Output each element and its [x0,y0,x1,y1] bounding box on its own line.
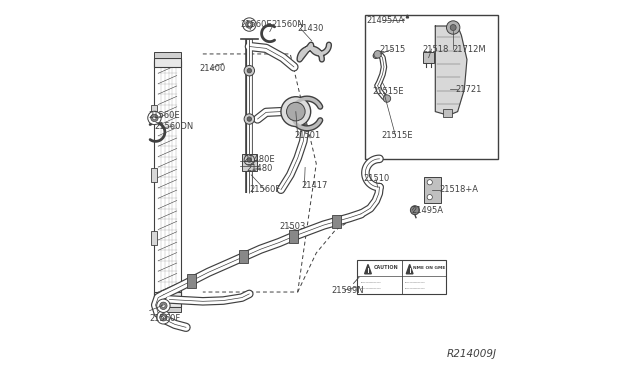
Circle shape [427,180,433,185]
Text: 21480E: 21480E [244,155,275,164]
Circle shape [248,23,251,26]
Text: 21430: 21430 [298,24,324,33]
Bar [443,109,452,117]
Circle shape [162,315,165,319]
Circle shape [162,304,165,307]
Circle shape [151,114,158,122]
Bar [424,177,441,203]
Circle shape [410,206,419,215]
Text: R214009J: R214009J [447,349,497,359]
Circle shape [148,111,161,125]
Text: _______________: _______________ [360,286,381,290]
Circle shape [157,299,170,312]
Bar [152,168,157,182]
Text: 21515E: 21515E [381,131,413,140]
Text: 21518+A: 21518+A [439,185,478,194]
Circle shape [247,158,252,162]
Circle shape [247,117,252,121]
Text: 21560DN: 21560DN [154,122,194,131]
Circle shape [374,51,381,58]
Bar [365,15,498,159]
Polygon shape [406,15,408,18]
Bar [154,307,180,312]
Text: 21495AA: 21495AA [367,16,404,25]
Text: 21417: 21417 [301,182,328,190]
Text: 21510: 21510 [364,174,390,183]
Circle shape [447,21,460,34]
Text: 21560F: 21560F [150,314,181,323]
Bar [239,250,248,263]
Circle shape [383,95,390,102]
Circle shape [244,155,255,165]
Text: 21515: 21515 [380,45,406,54]
Circle shape [427,195,433,200]
Text: 21518: 21518 [422,45,449,54]
Circle shape [157,311,170,324]
Text: 21495A: 21495A [411,206,443,215]
Bar [152,105,157,118]
Text: _______________: _______________ [404,279,424,283]
Text: NME ON GME: NME ON GME [413,266,445,270]
Bar [357,260,447,294]
Circle shape [246,21,253,28]
Text: 21560E: 21560E [240,20,271,29]
Circle shape [287,102,305,121]
Bar [242,154,257,171]
Circle shape [244,114,255,124]
Bar [424,52,434,63]
Text: 21560N: 21560N [271,20,303,29]
Text: 21721: 21721 [456,85,482,94]
Text: _______________: _______________ [360,279,381,283]
Text: CAUTION: CAUTION [374,265,399,270]
Circle shape [244,65,255,76]
Circle shape [153,116,156,119]
Bar [154,58,180,67]
Text: 21599N: 21599N [331,286,364,295]
Text: 21560E: 21560E [149,111,180,120]
Text: _______________: _______________ [404,286,424,290]
Circle shape [160,314,167,321]
Text: 21503: 21503 [279,222,305,231]
Circle shape [243,18,256,31]
Bar [332,215,341,228]
Bar [154,52,180,58]
Circle shape [450,25,456,31]
Text: 21400: 21400 [199,64,225,73]
Circle shape [281,97,310,126]
Circle shape [160,302,167,310]
Polygon shape [435,26,467,115]
Text: 21480: 21480 [246,164,273,173]
Text: 21712M: 21712M [452,45,486,54]
Bar [152,231,157,245]
Text: 21501: 21501 [294,131,320,140]
Bar [289,230,298,243]
Circle shape [247,68,252,73]
Bar [187,274,196,288]
Text: 21515E: 21515E [373,87,404,96]
Polygon shape [406,264,413,274]
Bar [154,292,180,307]
Text: 21560F: 21560F [250,185,280,194]
Polygon shape [365,264,371,274]
Bar [154,61,181,298]
